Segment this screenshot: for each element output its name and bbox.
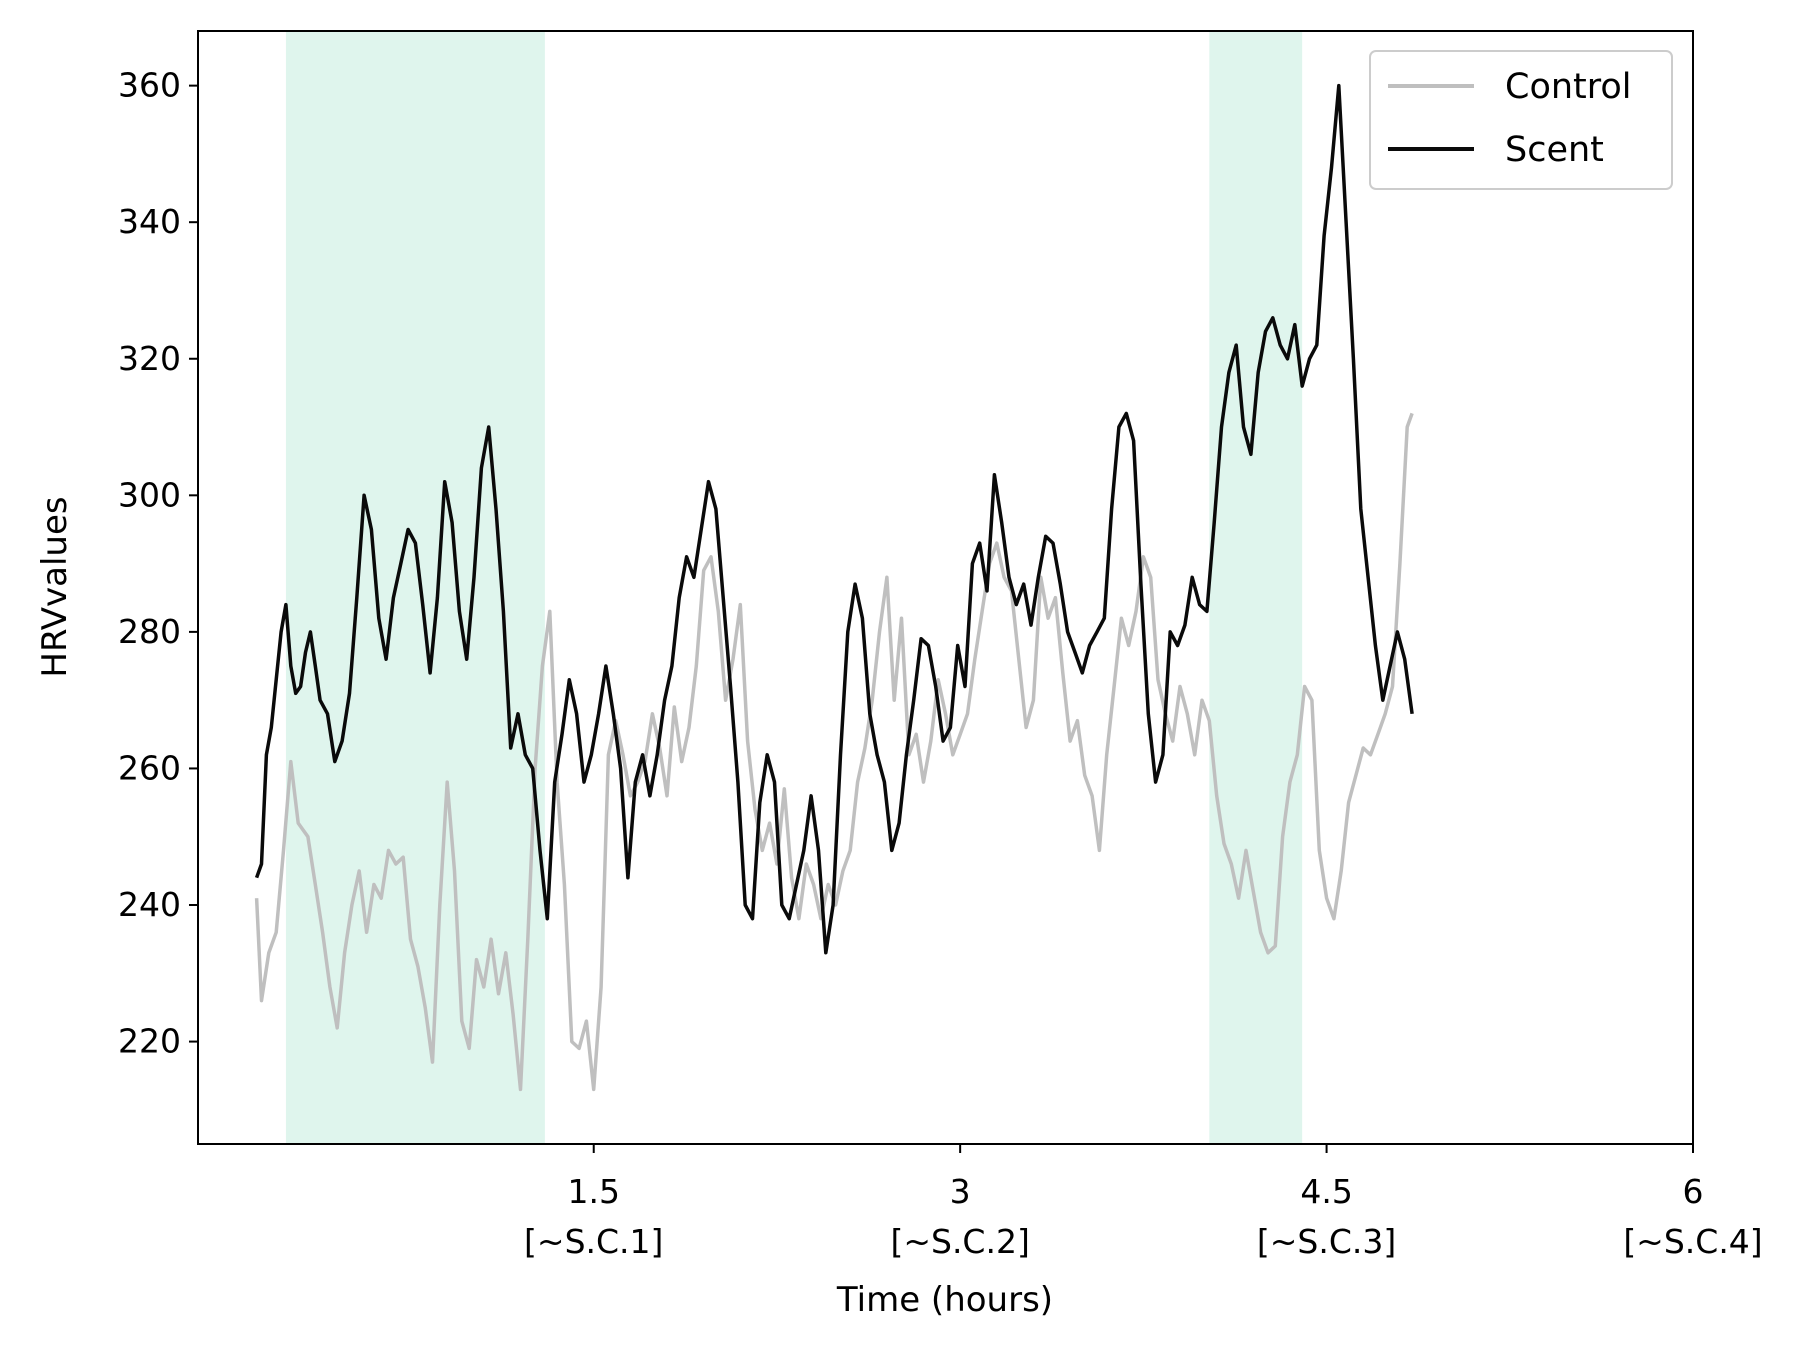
x-tick-sublabel: [~S.C.1] — [524, 1222, 663, 1261]
x-axis-ticks: 1.5 [~S.C.1] 3 [~S.C.2] 4.5 [~S.C.3] 6 [~S.C.4] — [524, 1144, 1763, 1261]
y-tick-label: 240 — [118, 885, 181, 924]
x-axis-label: Time (hours) — [836, 1280, 1053, 1320]
x-tick-sublabel: [~S.C.3] — [1257, 1222, 1396, 1261]
plot-frame — [197, 30, 1694, 1145]
x-tick-label: 1.5 — [567, 1172, 619, 1211]
legend: Control Scent — [1369, 50, 1673, 190]
x-tick-label: 4.5 — [1300, 1172, 1352, 1211]
y-tick-label: 340 — [118, 202, 181, 241]
y-tick-label: 260 — [118, 748, 181, 787]
x-tick-label: 6 — [1683, 1172, 1704, 1211]
y-axis-label: HRVvalues — [35, 496, 75, 677]
series-lines — [254, 83, 1414, 1092]
shaded-region-1 — [285, 31, 545, 1144]
legend-label-control: Control — [1505, 67, 1632, 107]
legend-label-scent: Scent — [1505, 130, 1604, 170]
shaded-region-2 — [1209, 31, 1303, 1144]
y-tick-label: 320 — [118, 339, 181, 378]
x-tick-sublabel: [~S.C.4] — [1623, 1222, 1762, 1261]
y-axis-ticks: 220 240 260 280 300 320 340 360 — [118, 66, 198, 1061]
series-line-control — [254, 412, 1414, 1092]
y-tick-label: 220 — [118, 1022, 181, 1061]
y-tick-label: 360 — [118, 66, 181, 105]
x-tick-label: 3 — [950, 1172, 971, 1211]
x-tick-sublabel: [~S.C.2] — [890, 1222, 1029, 1261]
y-tick-label: 280 — [118, 612, 181, 651]
series-line-scent — [254, 83, 1414, 955]
y-tick-label: 300 — [118, 475, 181, 514]
